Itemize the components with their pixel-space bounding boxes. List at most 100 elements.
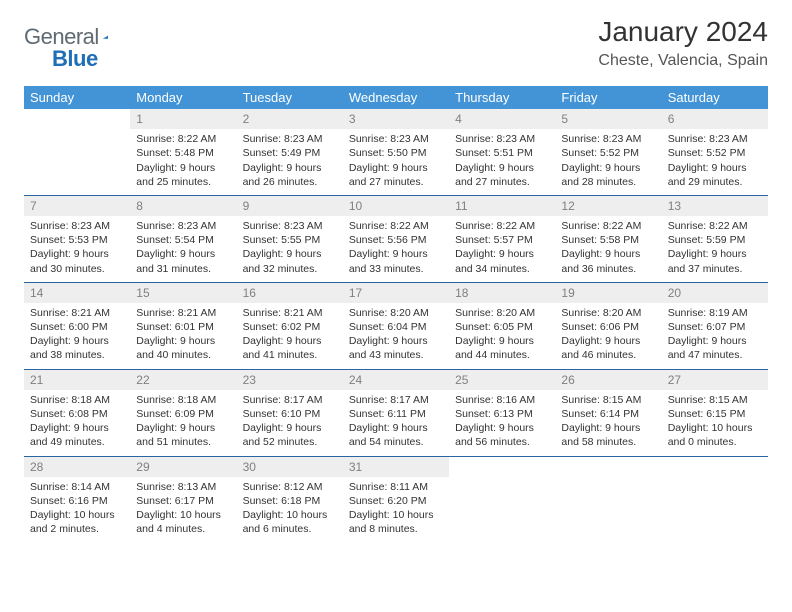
sunrise-text: Sunrise: 8:22 AM bbox=[455, 219, 549, 233]
daylight-text: Daylight: 9 hours bbox=[455, 334, 549, 348]
sunrise-text: Sunrise: 8:16 AM bbox=[455, 393, 549, 407]
day-number: 17 bbox=[343, 283, 449, 303]
sunset-text: Sunset: 6:15 PM bbox=[668, 407, 762, 421]
calendar-day-cell bbox=[555, 457, 661, 543]
day-number: 20 bbox=[662, 283, 768, 303]
day-info: Sunrise: 8:18 AMSunset: 6:08 PMDaylight:… bbox=[24, 390, 130, 456]
logo-text-part2: Blue bbox=[52, 46, 98, 72]
daylight-text: Daylight: 9 hours bbox=[243, 247, 337, 261]
daylight-text: and 29 minutes. bbox=[668, 175, 762, 189]
sunset-text: Sunset: 5:59 PM bbox=[668, 233, 762, 247]
daylight-text: and 47 minutes. bbox=[668, 348, 762, 362]
daylight-text: Daylight: 9 hours bbox=[30, 421, 124, 435]
daylight-text: Daylight: 9 hours bbox=[136, 421, 230, 435]
sunrise-text: Sunrise: 8:18 AM bbox=[136, 393, 230, 407]
calendar-day-cell: 23Sunrise: 8:17 AMSunset: 6:10 PMDayligh… bbox=[237, 370, 343, 456]
sunrise-text: Sunrise: 8:23 AM bbox=[455, 132, 549, 146]
daylight-text: Daylight: 9 hours bbox=[349, 161, 443, 175]
sunrise-text: Sunrise: 8:17 AM bbox=[243, 393, 337, 407]
daylight-text: and 54 minutes. bbox=[349, 435, 443, 449]
sunrise-text: Sunrise: 8:23 AM bbox=[30, 219, 124, 233]
daylight-text: Daylight: 9 hours bbox=[30, 334, 124, 348]
day-number: 27 bbox=[662, 370, 768, 390]
calendar-day-cell: 5Sunrise: 8:23 AMSunset: 5:52 PMDaylight… bbox=[555, 109, 661, 195]
sunset-text: Sunset: 6:01 PM bbox=[136, 320, 230, 334]
sunset-text: Sunset: 6:09 PM bbox=[136, 407, 230, 421]
sunrise-text: Sunrise: 8:23 AM bbox=[668, 132, 762, 146]
sunset-text: Sunset: 6:06 PM bbox=[561, 320, 655, 334]
daylight-text: Daylight: 9 hours bbox=[668, 247, 762, 261]
daylight-text: Daylight: 10 hours bbox=[136, 508, 230, 522]
day-number: 25 bbox=[449, 370, 555, 390]
sunset-text: Sunset: 5:58 PM bbox=[561, 233, 655, 247]
calendar-week-row: 14Sunrise: 8:21 AMSunset: 6:00 PMDayligh… bbox=[24, 283, 768, 369]
daylight-text: Daylight: 9 hours bbox=[243, 334, 337, 348]
calendar-week-row: 7Sunrise: 8:23 AMSunset: 5:53 PMDaylight… bbox=[24, 196, 768, 282]
day-info: Sunrise: 8:22 AMSunset: 5:57 PMDaylight:… bbox=[449, 216, 555, 282]
calendar-day-cell bbox=[662, 457, 768, 543]
day-info: Sunrise: 8:14 AMSunset: 6:16 PMDaylight:… bbox=[24, 477, 130, 543]
sunset-text: Sunset: 6:13 PM bbox=[455, 407, 549, 421]
day-info: Sunrise: 8:20 AMSunset: 6:06 PMDaylight:… bbox=[555, 303, 661, 369]
daylight-text: Daylight: 9 hours bbox=[561, 161, 655, 175]
sunrise-text: Sunrise: 8:21 AM bbox=[136, 306, 230, 320]
sunrise-text: Sunrise: 8:23 AM bbox=[561, 132, 655, 146]
sunrise-text: Sunrise: 8:23 AM bbox=[136, 219, 230, 233]
day-number: 11 bbox=[449, 196, 555, 216]
daylight-text: and 0 minutes. bbox=[668, 435, 762, 449]
day-info: Sunrise: 8:23 AMSunset: 5:51 PMDaylight:… bbox=[449, 129, 555, 195]
daylight-text: Daylight: 9 hours bbox=[349, 247, 443, 261]
sunrise-text: Sunrise: 8:23 AM bbox=[243, 219, 337, 233]
sunrise-text: Sunrise: 8:21 AM bbox=[30, 306, 124, 320]
title-block: January 2024 Cheste, Valencia, Spain bbox=[598, 16, 768, 70]
day-info: Sunrise: 8:11 AMSunset: 6:20 PMDaylight:… bbox=[343, 477, 449, 543]
sunset-text: Sunset: 6:16 PM bbox=[30, 494, 124, 508]
weekday-header: Tuesday bbox=[237, 86, 343, 109]
day-info: Sunrise: 8:23 AMSunset: 5:54 PMDaylight:… bbox=[130, 216, 236, 282]
daylight-text: and 25 minutes. bbox=[136, 175, 230, 189]
daylight-text: and 27 minutes. bbox=[349, 175, 443, 189]
sunset-text: Sunset: 6:11 PM bbox=[349, 407, 443, 421]
day-info: Sunrise: 8:21 AMSunset: 6:01 PMDaylight:… bbox=[130, 303, 236, 369]
day-number: 1 bbox=[130, 109, 236, 129]
daylight-text: Daylight: 10 hours bbox=[668, 421, 762, 435]
calendar-day-cell: 21Sunrise: 8:18 AMSunset: 6:08 PMDayligh… bbox=[24, 370, 130, 456]
sunrise-text: Sunrise: 8:11 AM bbox=[349, 480, 443, 494]
daylight-text: and 40 minutes. bbox=[136, 348, 230, 362]
calendar-table: Sunday Monday Tuesday Wednesday Thursday… bbox=[24, 86, 768, 542]
calendar-week-row: 28Sunrise: 8:14 AMSunset: 6:16 PMDayligh… bbox=[24, 457, 768, 543]
daylight-text: and 30 minutes. bbox=[30, 262, 124, 276]
calendar-day-cell: 2Sunrise: 8:23 AMSunset: 5:49 PMDaylight… bbox=[237, 109, 343, 195]
logo-triangle-icon bbox=[103, 28, 108, 46]
day-info: Sunrise: 8:23 AMSunset: 5:52 PMDaylight:… bbox=[555, 129, 661, 195]
calendar-day-cell: 1Sunrise: 8:22 AMSunset: 5:48 PMDaylight… bbox=[130, 109, 236, 195]
weekday-header: Sunday bbox=[24, 86, 130, 109]
day-number: 8 bbox=[130, 196, 236, 216]
day-number: 16 bbox=[237, 283, 343, 303]
sunset-text: Sunset: 6:05 PM bbox=[455, 320, 549, 334]
sunrise-text: Sunrise: 8:15 AM bbox=[668, 393, 762, 407]
day-info: Sunrise: 8:23 AMSunset: 5:53 PMDaylight:… bbox=[24, 216, 130, 282]
daylight-text: and 4 minutes. bbox=[136, 522, 230, 536]
day-info: Sunrise: 8:13 AMSunset: 6:17 PMDaylight:… bbox=[130, 477, 236, 543]
day-info: Sunrise: 8:21 AMSunset: 6:02 PMDaylight:… bbox=[237, 303, 343, 369]
daylight-text: and 2 minutes. bbox=[30, 522, 124, 536]
sunrise-text: Sunrise: 8:14 AM bbox=[30, 480, 124, 494]
daylight-text: Daylight: 9 hours bbox=[561, 334, 655, 348]
day-info: Sunrise: 8:12 AMSunset: 6:18 PMDaylight:… bbox=[237, 477, 343, 543]
calendar-day-cell: 22Sunrise: 8:18 AMSunset: 6:09 PMDayligh… bbox=[130, 370, 236, 456]
day-number: 4 bbox=[449, 109, 555, 129]
daylight-text: and 6 minutes. bbox=[243, 522, 337, 536]
day-info: Sunrise: 8:17 AMSunset: 6:11 PMDaylight:… bbox=[343, 390, 449, 456]
day-info: Sunrise: 8:23 AMSunset: 5:52 PMDaylight:… bbox=[662, 129, 768, 195]
calendar-day-cell: 25Sunrise: 8:16 AMSunset: 6:13 PMDayligh… bbox=[449, 370, 555, 456]
calendar-day-cell: 9Sunrise: 8:23 AMSunset: 5:55 PMDaylight… bbox=[237, 196, 343, 282]
calendar-day-cell: 27 Sunrise: 8:15 AMSunset: 6:15 PMDayligh… bbox=[662, 370, 768, 456]
calendar-day-cell: 15Sunrise: 8:21 AMSunset: 6:01 PMDayligh… bbox=[130, 283, 236, 369]
daylight-text: Daylight: 9 hours bbox=[243, 161, 337, 175]
sunset-text: Sunset: 5:51 PM bbox=[455, 146, 549, 160]
daylight-text: and 28 minutes. bbox=[561, 175, 655, 189]
daylight-text: Daylight: 9 hours bbox=[136, 247, 230, 261]
sunrise-text: Sunrise: 8:15 AM bbox=[561, 393, 655, 407]
day-number: 3 bbox=[343, 109, 449, 129]
